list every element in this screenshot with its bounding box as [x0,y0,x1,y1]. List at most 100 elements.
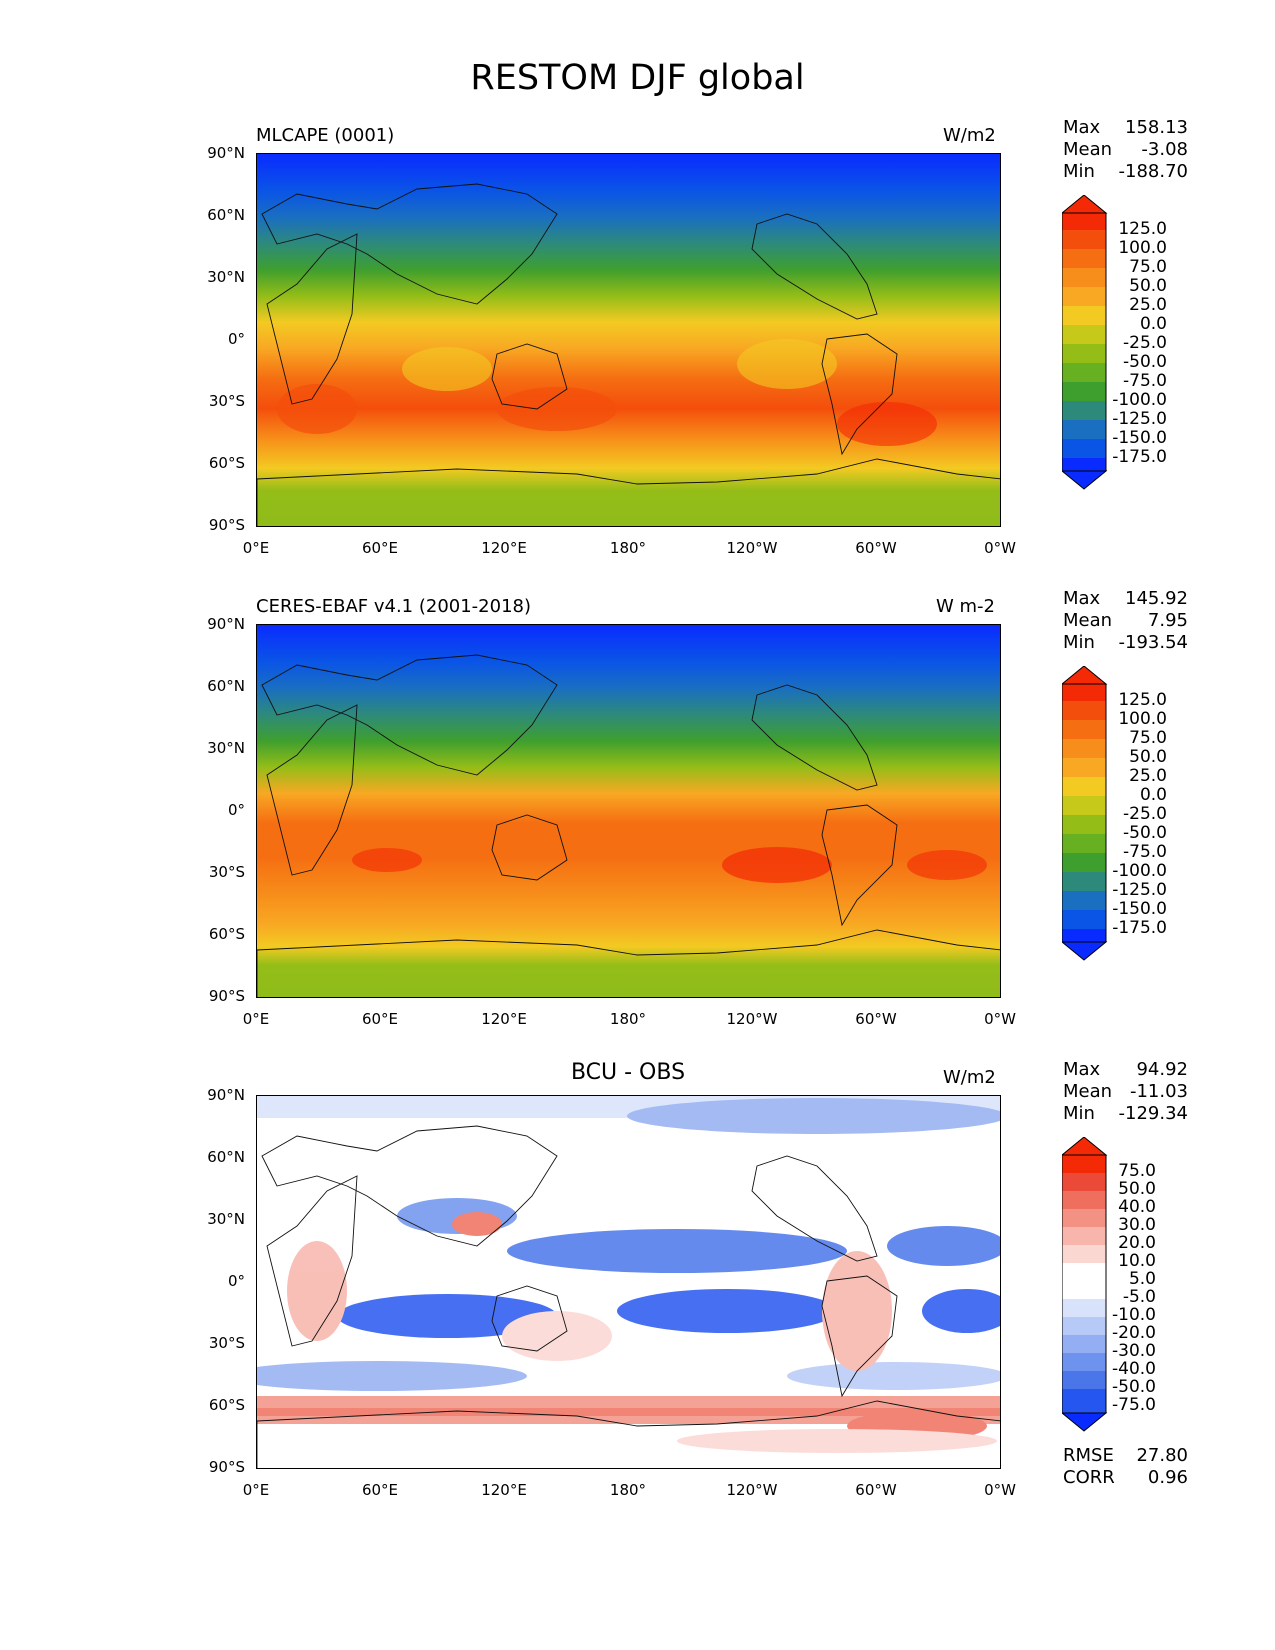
p2-cbar-m125: -125.0 [1112,880,1167,900]
panel-1-colorbar [1060,194,1112,494]
p3-lat-30n: 30°N [207,1210,245,1228]
panel-3-units: W/m2 [943,1067,996,1088]
p1-lat-90s: 90°S [208,516,245,534]
p1-lon-180: 180° [609,539,647,557]
p1-lon-120e: 120°E [481,539,527,557]
panel-1-stats: Max 158.13 Mean -3.08 Min -188.70 [1063,117,1188,182]
p3-cbar-30: 30.0 [1118,1215,1156,1235]
p1-cbar-75: 75.0 [1129,257,1167,277]
p2-lat-0: 0° [227,801,245,819]
p2-lon-0w: 0°W [984,1010,1016,1028]
p1-cbar-125: 125.0 [1118,219,1167,239]
p2-cbar-100: 100.0 [1118,709,1167,729]
p3-lon-180: 180° [609,1481,647,1499]
p3-cbar-75: 75.0 [1118,1161,1156,1181]
p3-lat-30s: 30°S [208,1334,245,1352]
panel-3-map [256,1095,1001,1469]
panel-1-field [257,154,1000,526]
p3-lon-60w: 60°W [855,1481,897,1499]
p2-cbar-25: 25.0 [1129,766,1167,786]
p3-cbar-10: 10.0 [1118,1251,1156,1271]
panel-2-stats: Max 145.92 Mean 7.95 Min -193.54 [1063,588,1188,653]
p3-lat-90n: 90°N [207,1086,245,1104]
p2-lat-60n: 60°N [207,677,245,695]
p2-lat-90n: 90°N [207,615,245,633]
p1-cbar-m25: -25.0 [1123,333,1167,353]
p1-cbar-m125: -125.0 [1112,409,1167,429]
panel-3-title: BCU - OBS [570,1060,686,1085]
p2-cbar-m175: -175.0 [1112,918,1167,938]
p2-lat-60s: 60°S [208,925,245,943]
p3-cbar-m30: -30.0 [1112,1341,1156,1361]
p2-lat-90s: 90°S [208,987,245,1005]
p1-lat-60s: 60°S [208,454,245,472]
p2-cbar-m25: -25.0 [1123,804,1167,824]
p1-cbar-50: 50.0 [1129,276,1167,296]
p3-lat-0: 0° [227,1272,245,1290]
p2-cbar-125: 125.0 [1118,690,1167,710]
panel-3-stats: Max 94.92 Mean -11.03 Min -129.34 [1063,1059,1188,1124]
p3-cbar-20: 20.0 [1118,1233,1156,1253]
p2-lon-60w: 60°W [855,1010,897,1028]
p3-cbar-50: 50.0 [1118,1179,1156,1199]
p2-lon-60e: 60°E [361,1010,399,1028]
p1-cbar-25: 25.0 [1129,295,1167,315]
p3-lon-120e: 120°E [481,1481,527,1499]
p1-lat-0: 0° [227,330,245,348]
panel-3-colorbar [1060,1136,1112,1436]
p2-cbar-50: 50.0 [1129,747,1167,767]
p1-lon-60w: 60°W [855,539,897,557]
p2-lat-30n: 30°N [207,739,245,757]
panel-2-field [257,625,1000,997]
p3-lon-0w: 0°W [984,1481,1016,1499]
p3-lat-90s: 90°S [208,1458,245,1476]
p2-cbar-m100: -100.0 [1112,861,1167,881]
panel-2-colorbar [1060,665,1112,965]
p2-lon-120e: 120°E [481,1010,527,1028]
p3-lat-60s: 60°S [208,1396,245,1414]
p1-lon-0e: 0°E [242,539,270,557]
p3-cbar-m50: -50.0 [1112,1377,1156,1397]
p1-lat-30n: 30°N [207,268,245,286]
p3-cbar-m40: -40.0 [1112,1359,1156,1379]
p2-cbar-75: 75.0 [1129,728,1167,748]
panel-1-map [256,153,1001,527]
panel-3-error-stats: RMSE 27.80 CORR 0.96 [1063,1445,1188,1488]
p2-lat-30s: 30°S [208,863,245,881]
p1-lon-0w: 0°W [984,539,1016,557]
p1-lon-60e: 60°E [361,539,399,557]
p2-cbar-m150: -150.0 [1112,899,1167,919]
p3-cbar-m20: -20.0 [1112,1323,1156,1343]
p2-lon-0e: 0°E [242,1010,270,1028]
p3-cbar-40: 40.0 [1118,1197,1156,1217]
p3-lon-0e: 0°E [242,1481,270,1499]
p1-cbar-m150: -150.0 [1112,428,1167,448]
p1-cbar-m100: -100.0 [1112,390,1167,410]
p3-lat-60n: 60°N [207,1148,245,1166]
panel-1-title: MLCAPE (0001) [256,125,395,146]
p1-cbar-0: 0.0 [1139,314,1167,334]
p1-lat-30s: 30°S [208,392,245,410]
p2-cbar-m50: -50.0 [1123,823,1167,843]
p3-cbar-5: 5.0 [1128,1269,1156,1289]
p3-lon-120w: 120°W [726,1481,778,1499]
p1-cbar-m50: -50.0 [1123,352,1167,372]
panel-2-map [256,624,1001,998]
p1-cbar-100: 100.0 [1118,238,1167,258]
p2-cbar-0: 0.0 [1139,785,1167,805]
p3-cbar-m5: -5.0 [1122,1287,1156,1307]
p3-cbar-m75: -75.0 [1112,1395,1156,1415]
p1-lat-60n: 60°N [207,206,245,224]
p2-cbar-m75: -75.0 [1123,842,1167,862]
p3-lon-60e: 60°E [361,1481,399,1499]
p2-lon-180: 180° [609,1010,647,1028]
p3-cbar-m10: -10.0 [1112,1305,1156,1325]
p1-lon-120w: 120°W [726,539,778,557]
panel-2-units: W m-2 [936,596,996,617]
p1-cbar-m175: -175.0 [1112,447,1167,467]
figure-title: RESTOM DJF global [470,58,805,98]
p2-lon-120w: 120°W [726,1010,778,1028]
panel-1-units: W/m2 [943,125,996,146]
p1-lat-90n: 90°N [207,144,245,162]
p1-cbar-m75: -75.0 [1123,371,1167,391]
